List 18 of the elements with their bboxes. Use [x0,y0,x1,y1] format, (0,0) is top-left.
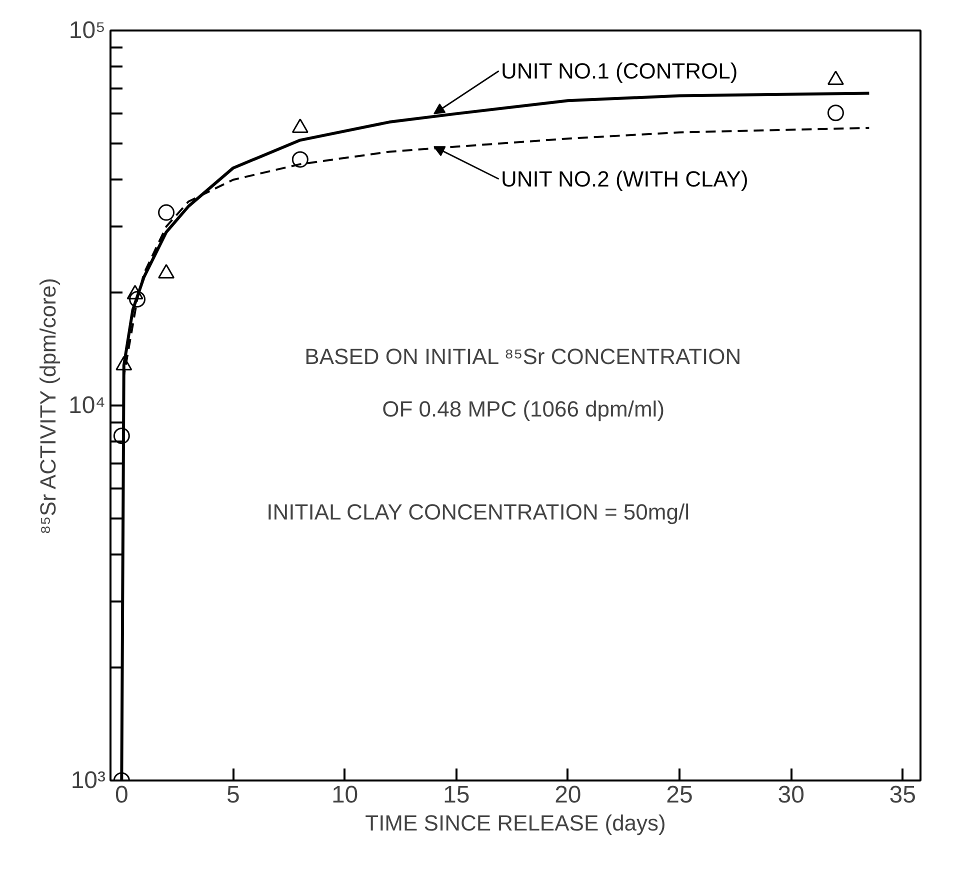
series-label: UNIT NO.2 (WITH CLAY) [500,166,748,192]
x-tick-label: 10 [331,782,358,808]
series-label: UNIT NO.1 (CONTROL) [500,58,738,84]
y-tick-label: 10⁵ [68,17,106,44]
annotation: OF 0.48 MPC (1066 dpm/ml) [382,396,665,422]
annotation: INITIAL CLAY CONCENTRATION = 50mg/l [266,500,690,524]
annotation: BASED ON INITIAL ⁸⁵Sr CONCENTRATION [304,344,742,370]
y-axis-title: ⁸⁵Sr ACTIVITY (dpm/core) [35,278,60,534]
x-tick-label: 0 [114,782,128,808]
y-tick-label: 10³ [70,767,106,794]
x-tick-label: 5 [226,782,240,808]
x-tick-label: 15 [443,782,470,808]
x-tick-label: 30 [778,782,804,808]
x-tick-label: 35 [889,782,916,808]
x-axis-title: TIME SINCE RELEASE (days) [365,810,666,836]
y-tick-label: 10⁴ [68,392,106,419]
x-tick-label: 20 [554,782,582,808]
x-tick-label: 25 [666,782,693,808]
